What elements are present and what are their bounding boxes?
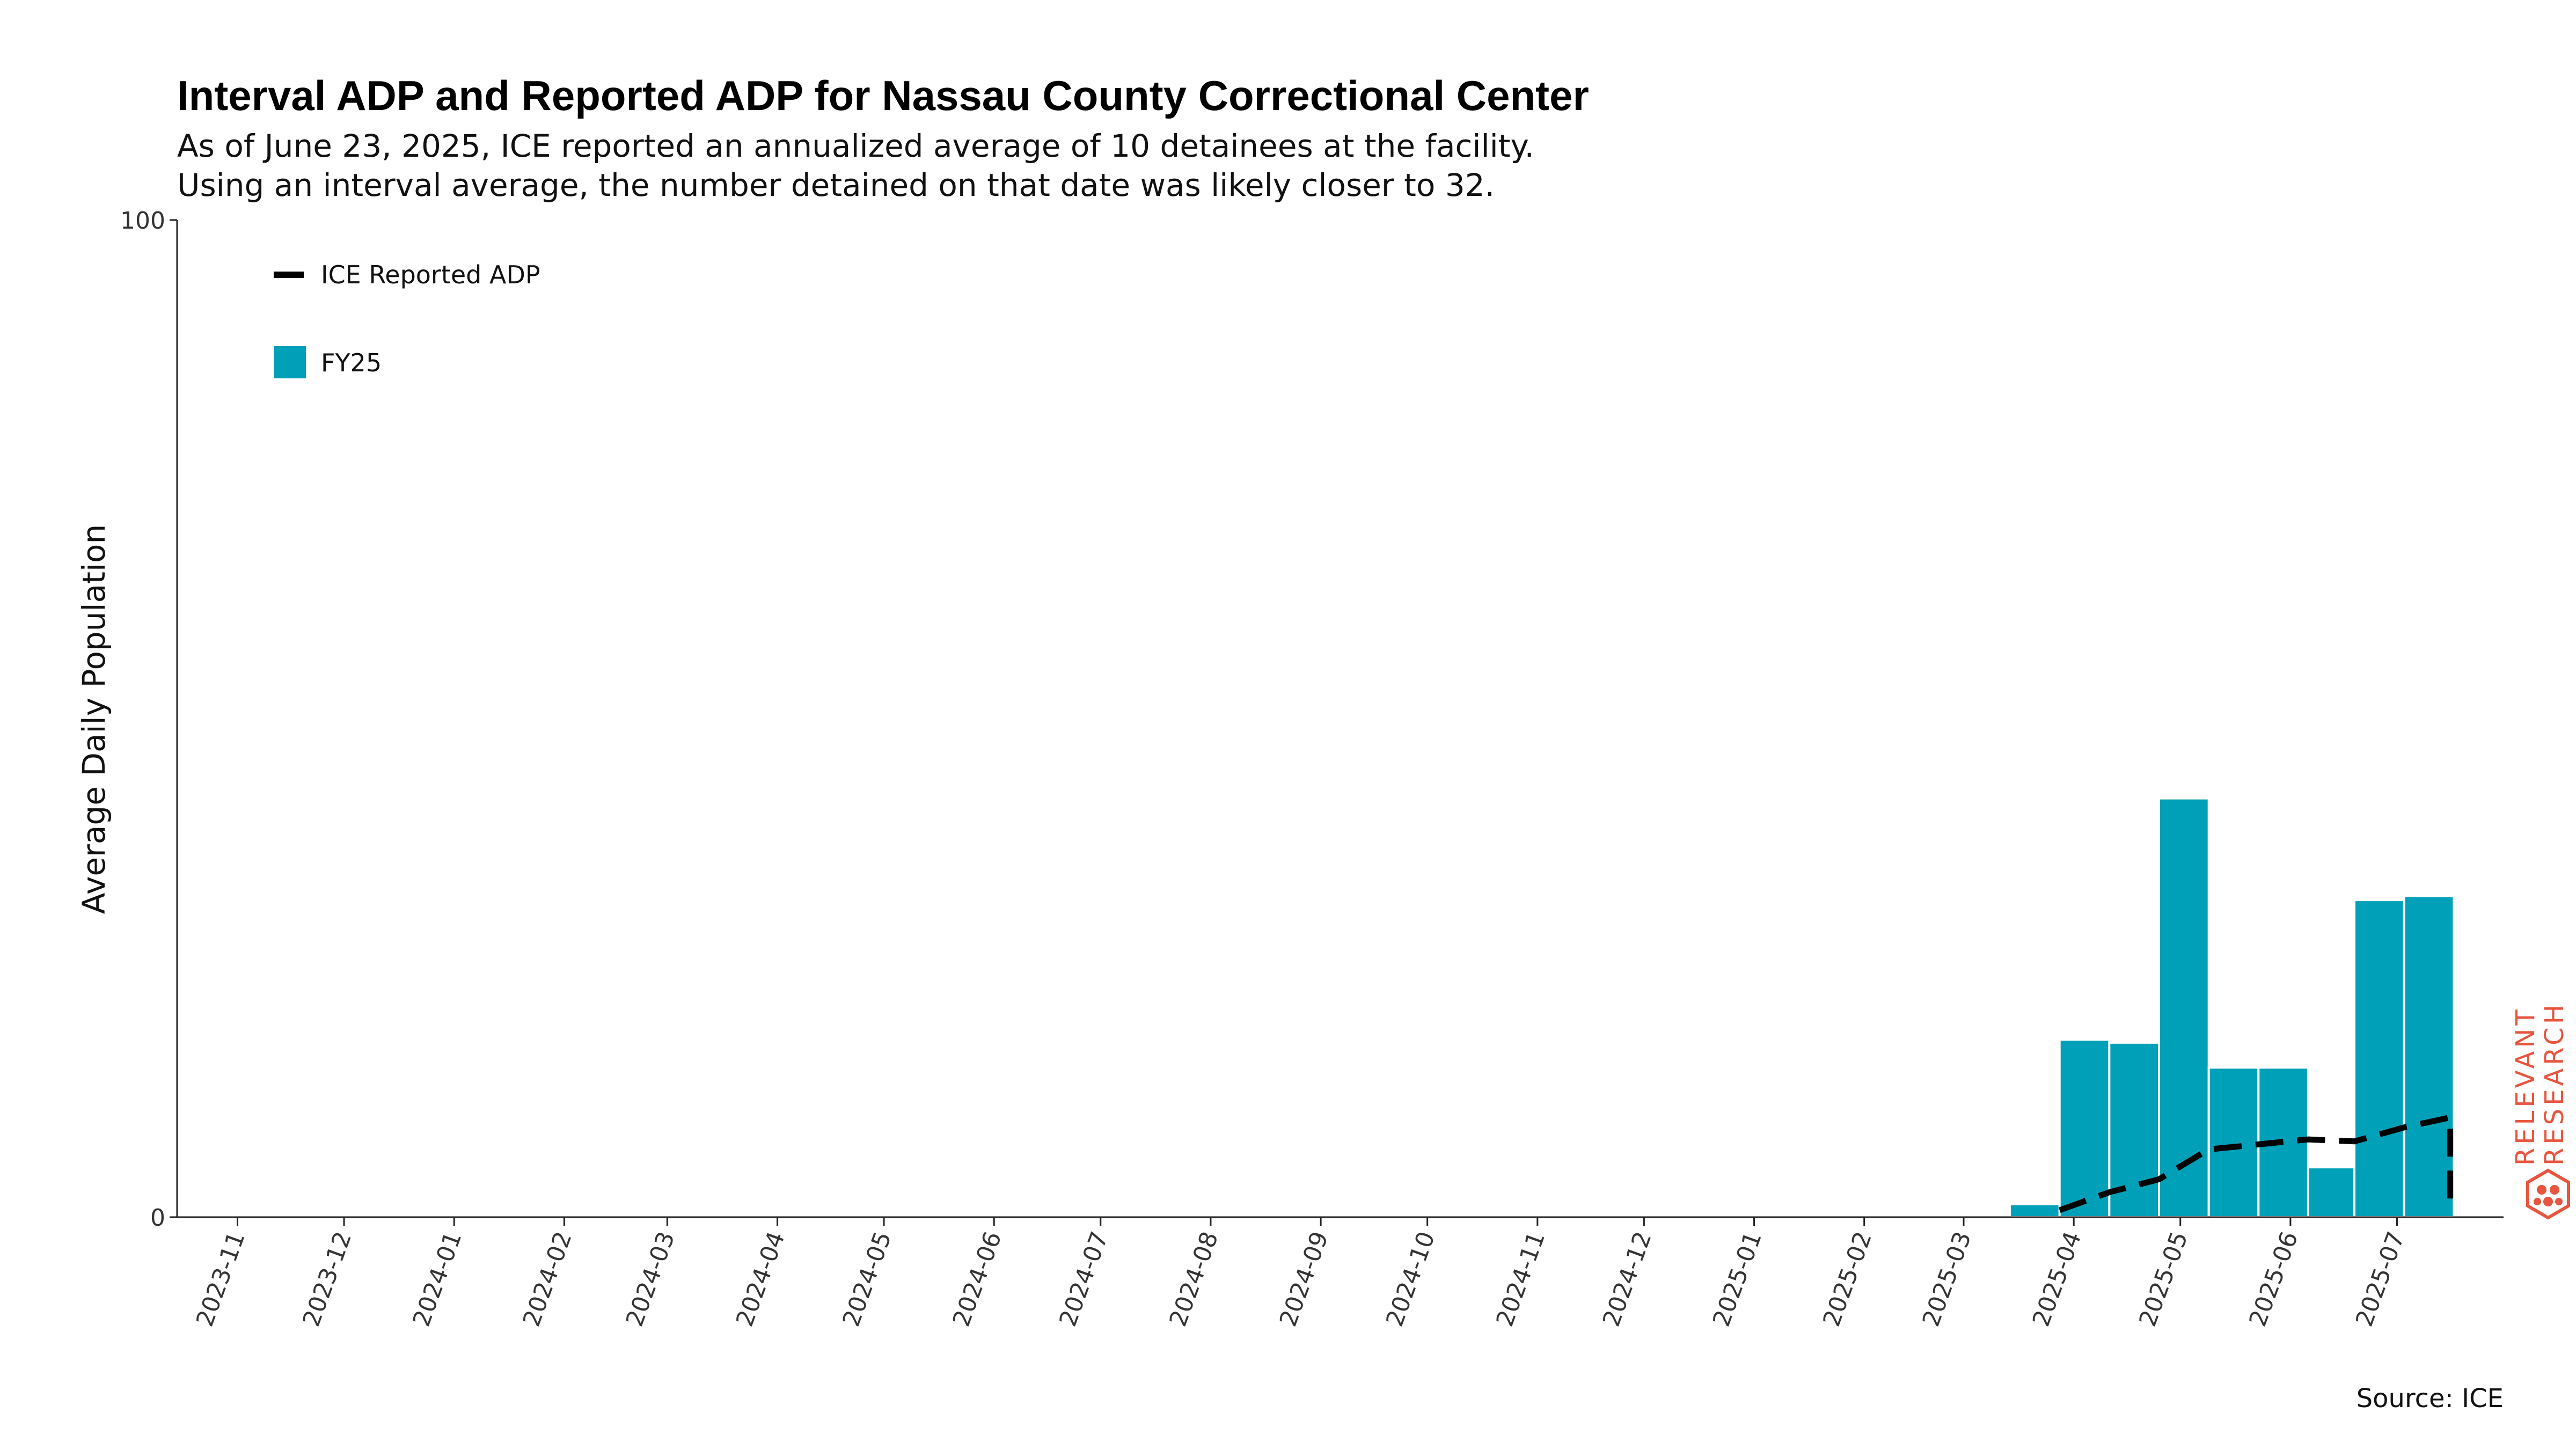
line-series bbox=[2058, 1114, 2454, 1213]
reported-adp-line bbox=[2058, 1114, 2454, 1213]
x-tick-label: 2025-03 bbox=[1918, 1228, 1977, 1330]
x-tick-label: 2025-01 bbox=[1708, 1228, 1767, 1330]
x-tick-label: 2024-12 bbox=[1598, 1228, 1657, 1330]
x-tick-label: 2024-04 bbox=[731, 1228, 791, 1330]
legend-label-fy25: FY25 bbox=[321, 348, 382, 377]
x-tick-label: 2024-09 bbox=[1275, 1228, 1334, 1330]
bar bbox=[2058, 1038, 2111, 1218]
x-tick-label: 2024-03 bbox=[621, 1228, 680, 1330]
x-tick-label: 2024-07 bbox=[1054, 1228, 1114, 1330]
x-tick-label: 2024-05 bbox=[838, 1228, 897, 1330]
x-tick-label: 2025-02 bbox=[1818, 1228, 1877, 1330]
x-tick-label: 2025-05 bbox=[2134, 1228, 2193, 1330]
x-axis-ticks: 2023-11 2023-12 2024-01 2024-02 2024-03 2024-… bbox=[191, 1217, 2410, 1330]
bar bbox=[2158, 797, 2210, 1218]
x-tick-label: 2024-06 bbox=[948, 1228, 1007, 1330]
x-tick-label: 2024-10 bbox=[1381, 1228, 1440, 1330]
plot-area: 0 100 2023-11 2023-12 2024-01 2024-02 2024-03… bbox=[120, 207, 2504, 1330]
chart-title: Interval ADP and Reported ADP for Nassau… bbox=[177, 72, 1589, 119]
y-axis-ticks: 0 100 bbox=[120, 207, 177, 1232]
source-note: Source: ICE bbox=[2357, 1384, 2504, 1414]
logo-text-line-2: RESEARCH bbox=[2540, 1001, 2570, 1166]
relevant-research-logo: RELEVANT RESEARCH bbox=[2511, 1001, 2570, 1220]
bar-series bbox=[2009, 797, 2455, 1219]
bar bbox=[2307, 1166, 2356, 1219]
logo-mark-icon bbox=[2526, 1168, 2570, 1220]
bar bbox=[2009, 1203, 2061, 1218]
y-axis-label: Average Daily Population bbox=[76, 524, 112, 914]
x-tick-label: 2023-11 bbox=[191, 1228, 251, 1330]
x-tick-label: 2024-11 bbox=[1491, 1228, 1550, 1330]
chart-subtitle-line-2: Using an interval average, the number de… bbox=[177, 167, 1495, 203]
bar bbox=[2207, 1066, 2260, 1219]
bar bbox=[2403, 895, 2455, 1218]
x-tick-label: 2023-12 bbox=[298, 1228, 357, 1330]
chart-subtitle-line-1: As of June 23, 2025, ICE reported an ann… bbox=[177, 128, 1534, 164]
logo-text-line-1: RELEVANT bbox=[2511, 1006, 2541, 1166]
x-tick-label: 2025-07 bbox=[2351, 1228, 2410, 1330]
x-tick-label: 2024-08 bbox=[1164, 1228, 1224, 1330]
x-tick-label: 2025-06 bbox=[2244, 1228, 2303, 1330]
x-tick-label: 2025-04 bbox=[2028, 1228, 2087, 1330]
y-tick-label: 100 bbox=[120, 207, 165, 235]
x-tick-label: 2024-01 bbox=[408, 1228, 467, 1330]
legend-swatch-fy25 bbox=[274, 346, 306, 378]
legend: ICE Reported ADP FY25 bbox=[274, 260, 540, 378]
bar bbox=[2353, 899, 2405, 1218]
y-tick-label: 0 bbox=[150, 1204, 165, 1232]
x-tick-label: 2024-02 bbox=[518, 1228, 577, 1330]
legend-label-reported-adp: ICE Reported ADP bbox=[321, 260, 540, 289]
